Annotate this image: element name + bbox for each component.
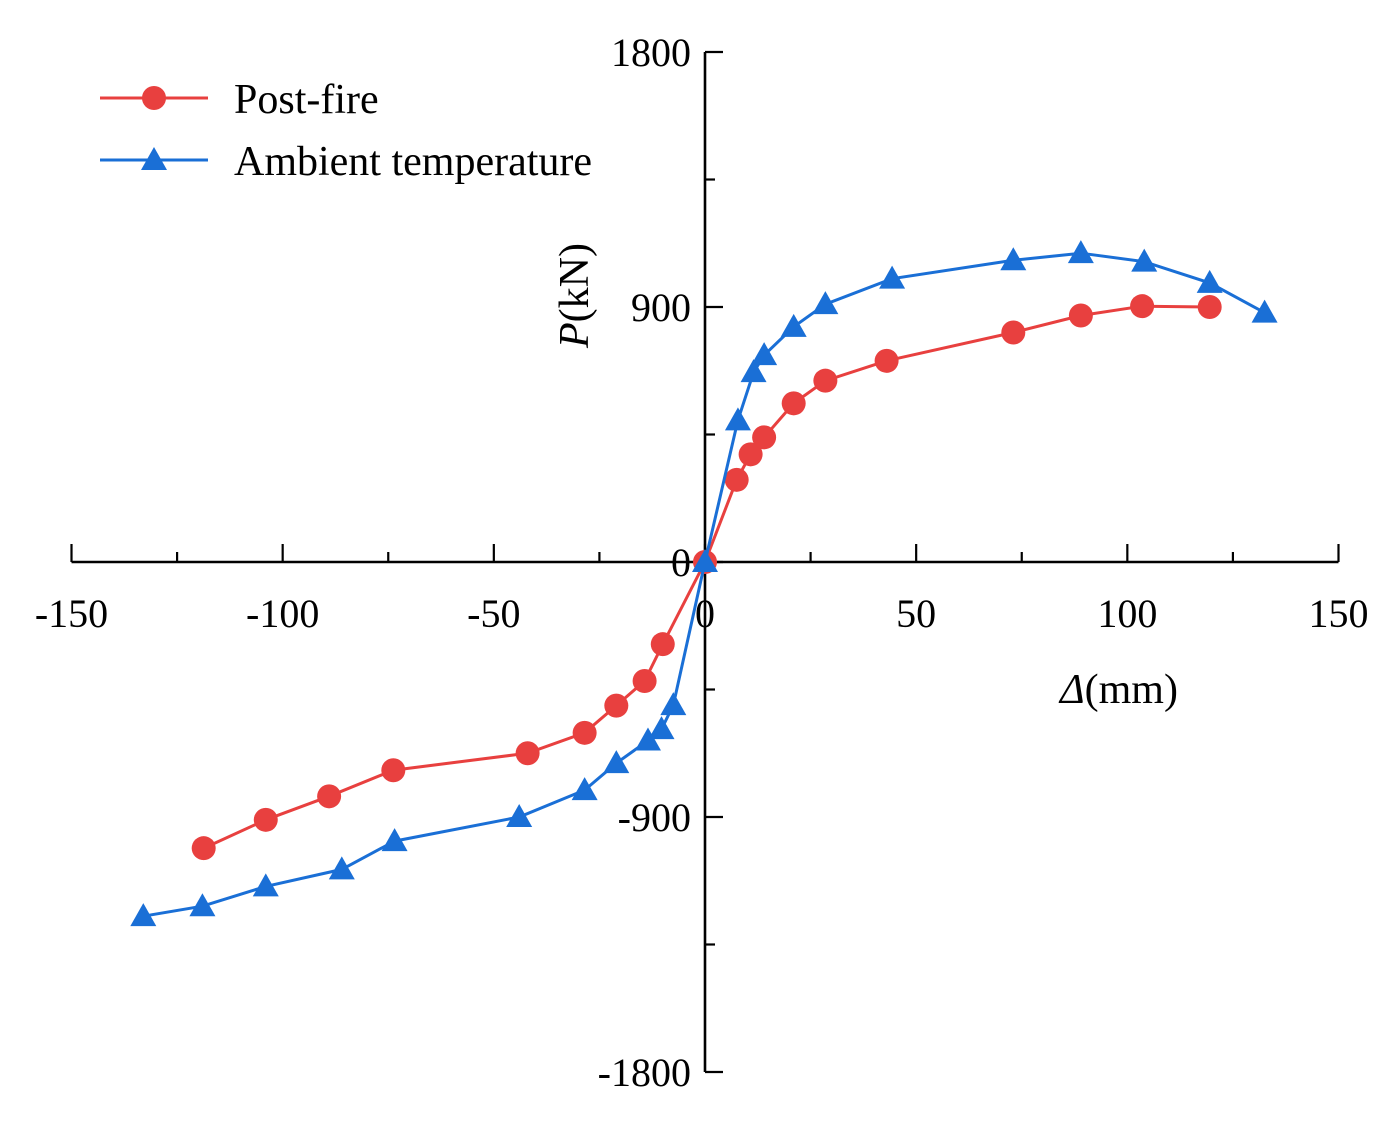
legend-label: Post-fire — [234, 77, 379, 123]
legend: Post-fire Ambient temperature — [100, 77, 592, 185]
data-point — [813, 368, 838, 393]
x-tick-label: -150 — [35, 591, 108, 636]
y-axis-symbol: P — [552, 322, 598, 349]
data-point — [130, 903, 157, 927]
data-point — [506, 803, 533, 827]
data-point — [572, 720, 597, 745]
data-point — [252, 873, 279, 897]
data-point — [317, 784, 342, 809]
y-axis-title: P(kN) — [552, 243, 598, 349]
data-point — [1197, 295, 1222, 320]
data-point — [751, 342, 778, 366]
data-point — [648, 716, 675, 740]
x-axis-symbol: Δ — [1058, 667, 1085, 713]
data-point — [724, 467, 749, 492]
data-point — [781, 391, 806, 416]
data-point — [752, 425, 777, 450]
data-point — [1131, 248, 1158, 272]
x-tick-label: -50 — [467, 591, 520, 636]
data-point — [874, 348, 899, 373]
x-tick-label: 100 — [1097, 591, 1157, 636]
y-axis-unit: (kN) — [552, 243, 598, 322]
data-point — [189, 893, 216, 917]
y-tick-label: -1800 — [598, 1050, 691, 1095]
data-point — [1130, 294, 1155, 319]
data-point — [191, 836, 216, 861]
data-point — [660, 692, 687, 716]
x-tick-label: 0 — [695, 591, 715, 636]
x-tick-label: 50 — [896, 591, 936, 636]
y-tick-label: 0 — [671, 540, 691, 585]
data-point — [634, 727, 661, 751]
data-point — [603, 750, 630, 774]
x-tick-label: 150 — [1308, 591, 1368, 636]
data-point — [1196, 269, 1223, 293]
series-layer — [130, 240, 1278, 927]
data-point — [515, 741, 540, 766]
x-axis-unit: (mm) — [1085, 667, 1178, 713]
data-point — [740, 359, 767, 383]
legend-marker — [142, 86, 166, 110]
data-point — [381, 758, 406, 783]
series-post-fire — [191, 294, 1222, 861]
data-point — [724, 407, 751, 431]
data-point — [1000, 247, 1027, 271]
x-axis-title: Δ(mm) — [1058, 667, 1178, 713]
data-point — [738, 442, 763, 467]
legend-marker — [141, 147, 167, 170]
legend-label: Ambient temperature — [234, 139, 592, 185]
data-point — [632, 668, 657, 693]
data-point — [1067, 240, 1094, 264]
data-point — [1001, 320, 1026, 345]
data-point — [692, 549, 718, 572]
y-tick-label: -900 — [618, 795, 691, 840]
series-ambient-temperature — [130, 240, 1278, 927]
y-tick-label: 1800 — [611, 30, 691, 75]
data-point — [780, 313, 807, 337]
x-tick-label: -100 — [246, 591, 319, 636]
series-line — [203, 304, 1210, 850]
data-point — [328, 856, 355, 880]
data-point — [253, 807, 278, 832]
data-point — [879, 265, 906, 289]
data-point — [1251, 299, 1278, 323]
data-point — [812, 291, 839, 315]
data-point — [604, 693, 629, 718]
data-point — [1068, 303, 1093, 328]
y-tick-label: 900 — [631, 285, 691, 330]
data-point — [381, 828, 408, 852]
axes: -150 -100 -50 0 50 100 150 1800 900 0 -900 -1800 Δ(m… — [35, 30, 1369, 1095]
data-point — [650, 632, 675, 657]
data-point — [571, 777, 598, 801]
